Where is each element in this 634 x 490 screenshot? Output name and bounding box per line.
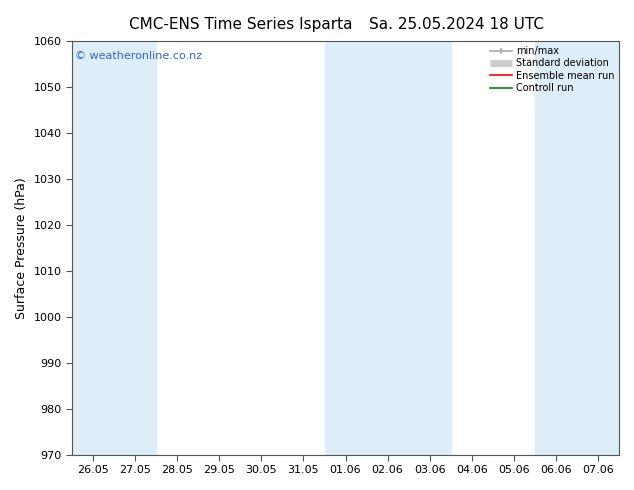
Legend: min/max, Standard deviation, Ensemble mean run, Controll run: min/max, Standard deviation, Ensemble me… [488, 44, 616, 95]
Text: Sa. 25.05.2024 18 UTC: Sa. 25.05.2024 18 UTC [369, 17, 544, 32]
Bar [366, 41, 409, 455]
Bar [409, 41, 451, 455]
Bar [72, 41, 114, 455]
Text: CMC-ENS Time Series Isparta: CMC-ENS Time Series Isparta [129, 17, 353, 32]
Bar [325, 41, 366, 455]
Bar [114, 41, 156, 455]
Bar [535, 41, 577, 455]
Y-axis label: Surface Pressure (hPa): Surface Pressure (hPa) [15, 177, 28, 318]
Text: © weatheronline.co.nz: © weatheronline.co.nz [75, 51, 202, 61]
Bar [577, 41, 619, 455]
